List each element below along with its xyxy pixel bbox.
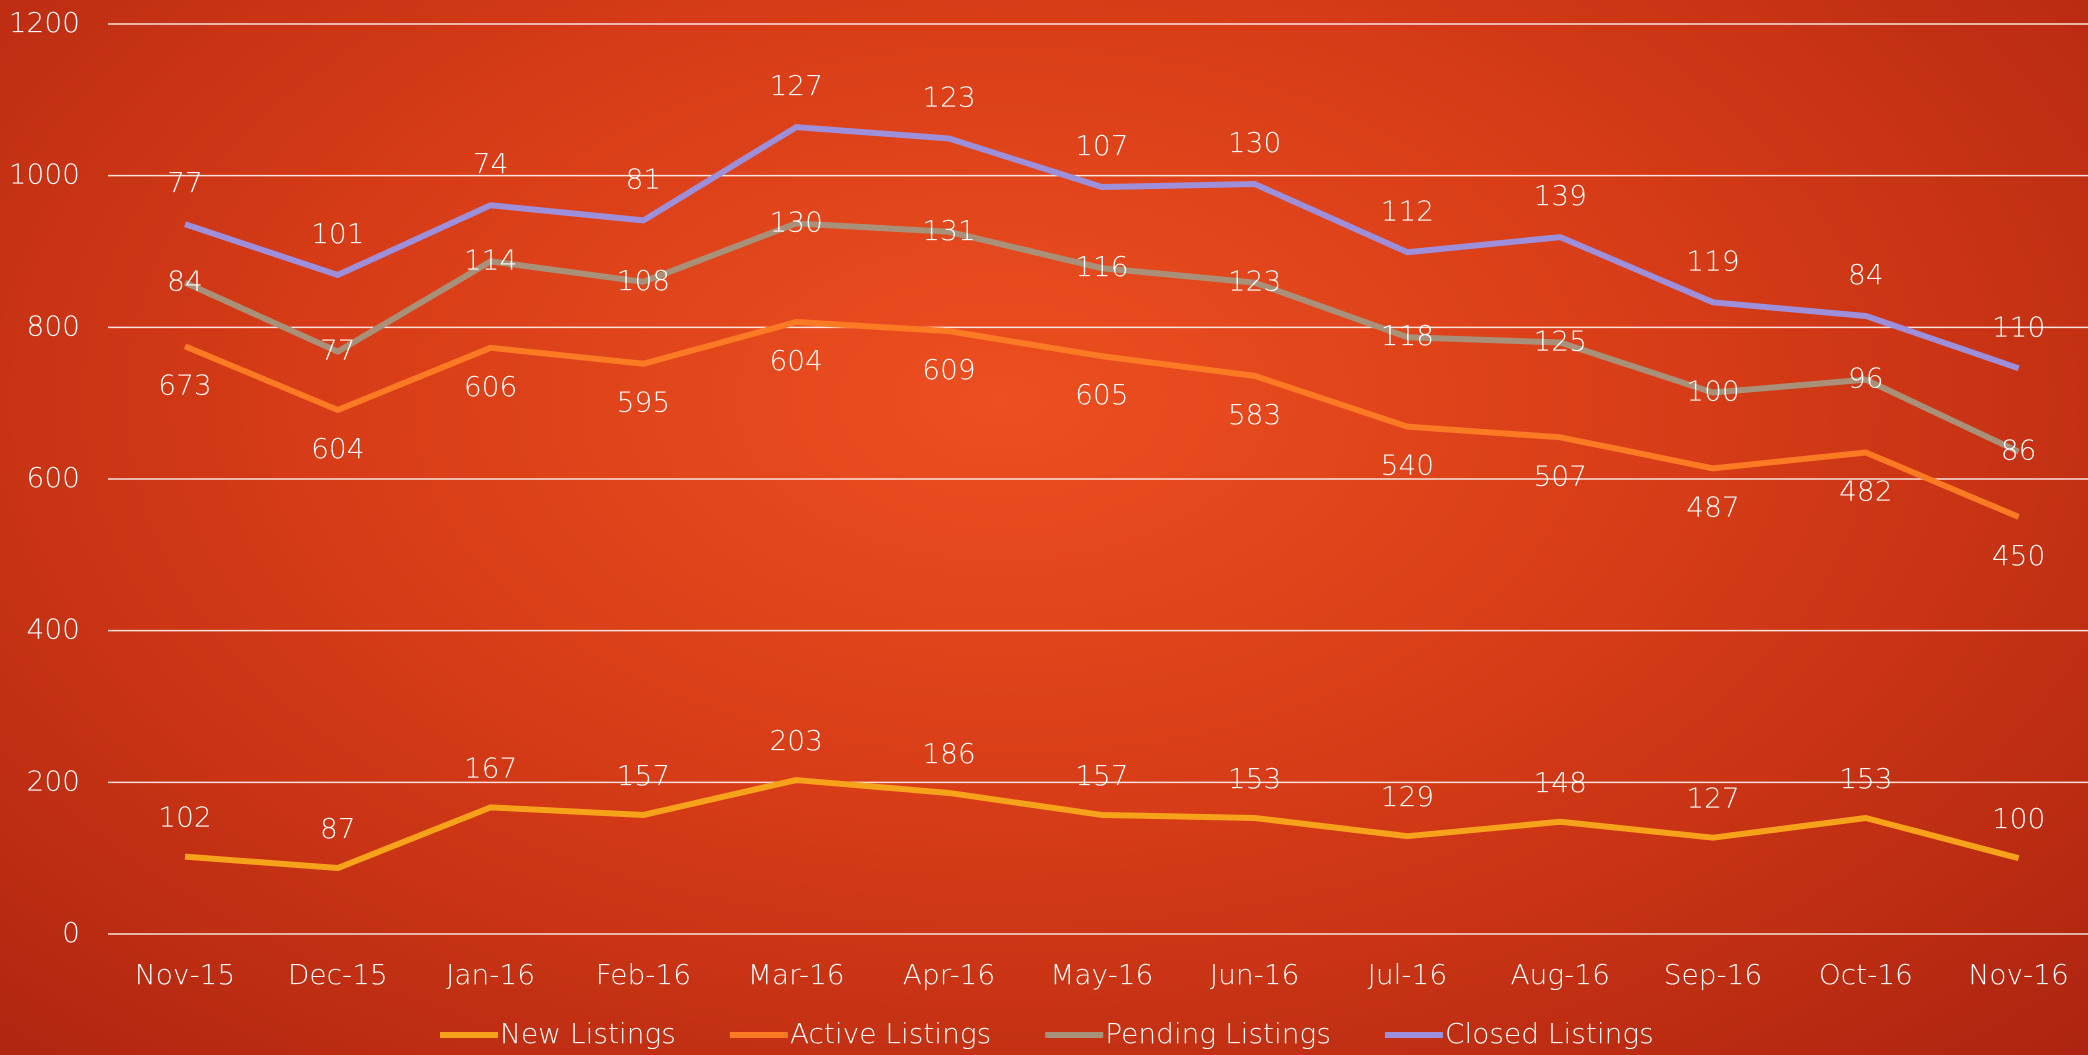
series-line xyxy=(184,777,2020,872)
x-tick-label: Jun-16 xyxy=(1210,958,1299,991)
data-label: 84 xyxy=(1848,258,1884,291)
data-label: 507 xyxy=(1533,459,1586,492)
x-tick-label: Mar-16 xyxy=(748,958,845,991)
x-tick-label: Dec-15 xyxy=(288,958,388,991)
data-label: 129 xyxy=(1381,780,1434,813)
data-label: 112 xyxy=(1381,194,1434,227)
x-tick-label: Nov-16 xyxy=(1968,958,2068,991)
y-tick-label: 0 xyxy=(62,916,80,949)
data-label: 139 xyxy=(1533,179,1586,212)
data-label: 604 xyxy=(311,432,364,465)
data-label: 148 xyxy=(1533,766,1586,799)
data-label: 130 xyxy=(769,205,822,238)
data-label: 673 xyxy=(158,368,211,401)
data-label: 125 xyxy=(1533,325,1586,358)
data-label: 153 xyxy=(1228,762,1281,795)
y-tick-label: 200 xyxy=(27,764,80,797)
data-label: 157 xyxy=(617,759,670,792)
data-label: 101 xyxy=(311,217,364,250)
legend-label: New Listings xyxy=(500,1017,676,1050)
data-label: 86 xyxy=(2001,434,2037,467)
data-label: 96 xyxy=(1848,362,1884,395)
x-tick-label: Aug-16 xyxy=(1510,958,1609,991)
x-tick-label: Jul-16 xyxy=(1368,958,1448,991)
data-label: 100 xyxy=(1686,375,1739,408)
data-label: 77 xyxy=(167,166,203,199)
y-tick-label: 1200 xyxy=(9,6,80,39)
data-label: 87 xyxy=(320,812,356,845)
data-label: 153 xyxy=(1839,762,1892,795)
data-label: 131 xyxy=(922,214,975,247)
x-tick-label: Nov-15 xyxy=(135,958,235,991)
y-tick-label: 400 xyxy=(27,613,80,646)
x-tick-label: Sep-16 xyxy=(1664,958,1763,991)
data-label: 130 xyxy=(1228,126,1281,159)
x-tick-label: Jan-16 xyxy=(446,958,535,991)
data-label: 123 xyxy=(922,81,975,114)
data-label: 114 xyxy=(464,243,517,276)
data-label: 119 xyxy=(1686,244,1739,277)
data-label: 487 xyxy=(1686,490,1739,523)
data-label: 84 xyxy=(167,265,203,298)
data-label: 118 xyxy=(1381,319,1434,352)
y-tick-label: 1000 xyxy=(9,158,80,191)
data-label: 606 xyxy=(464,370,517,403)
data-label: 127 xyxy=(1686,782,1739,815)
data-label: 157 xyxy=(1075,759,1128,792)
data-label: 107 xyxy=(1075,129,1128,162)
data-label: 77 xyxy=(320,334,356,367)
legend-label: Active Listings xyxy=(790,1017,991,1050)
data-label: 595 xyxy=(617,386,670,419)
data-label: 609 xyxy=(922,353,975,386)
x-tick-label: Apr-16 xyxy=(903,958,995,991)
data-label: 102 xyxy=(158,801,211,834)
legend-label: Closed Listings xyxy=(1445,1017,1654,1050)
data-label: 583 xyxy=(1228,398,1281,431)
data-label: 167 xyxy=(464,751,517,784)
data-label: 116 xyxy=(1075,250,1128,283)
data-label: 604 xyxy=(769,344,822,377)
data-label: 127 xyxy=(769,69,822,102)
y-tick-label: 600 xyxy=(27,461,80,494)
data-label: 482 xyxy=(1839,474,1892,507)
data-label: 450 xyxy=(1992,539,2045,572)
series-line xyxy=(183,319,2020,520)
data-label: 186 xyxy=(922,737,975,770)
legend-label: Pending Listings xyxy=(1105,1017,1331,1050)
data-label: 203 xyxy=(769,724,822,757)
data-label: 100 xyxy=(1992,802,2045,835)
y-tick-label: 800 xyxy=(27,309,80,342)
data-label: 81 xyxy=(626,162,662,195)
x-tick-label: Feb-16 xyxy=(596,958,691,991)
data-label: 540 xyxy=(1381,449,1434,482)
series-line xyxy=(183,220,2020,455)
data-label: 605 xyxy=(1075,378,1128,411)
x-tick-label: May-16 xyxy=(1050,958,1153,991)
data-label: 108 xyxy=(617,264,670,297)
x-tick-label: Oct-16 xyxy=(1819,958,1913,991)
data-label: 74 xyxy=(473,147,509,180)
data-label: 123 xyxy=(1228,265,1281,298)
data-label: 110 xyxy=(1992,310,2045,343)
series-line xyxy=(184,124,2020,372)
